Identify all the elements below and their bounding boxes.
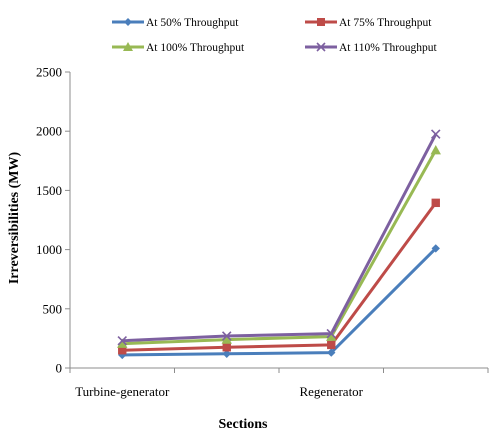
- legend-label: At 100% Throughput: [146, 42, 245, 54]
- triangle-marker: [221, 334, 232, 344]
- legend-label: At 50% Throughput: [146, 17, 239, 29]
- diamond-marker: [431, 244, 440, 253]
- y-tick-label: 2500: [36, 65, 62, 80]
- legend-item: At 75% Throughput: [305, 17, 432, 29]
- y-tick-label: 500: [43, 301, 63, 316]
- x-tick-label: Turbine-generator: [75, 384, 170, 399]
- triangle-marker: [117, 338, 128, 348]
- series-line-1: [122, 247, 437, 357]
- y-tick-label: 2000: [36, 124, 62, 139]
- x-axis-title: Sections: [219, 417, 269, 432]
- axes: [69, 72, 488, 369]
- legend: At 50% Throughput At 75% Throughput At 100…: [112, 17, 438, 54]
- y-tick-label: 1500: [36, 183, 62, 198]
- series-line-2: [122, 201, 437, 352]
- x-marker: [316, 42, 326, 52]
- x-marker-stroke: [117, 336, 128, 346]
- diamond-marker: [124, 18, 132, 26]
- legend-item: At 50% Throughput: [112, 17, 239, 29]
- x-marker: [117, 336, 128, 346]
- x-marker-stroke: [221, 331, 232, 341]
- legend-item: At 100% Throughput: [112, 42, 245, 54]
- x-ticks: Turbine-generator Regenerator: [69, 368, 489, 399]
- square-marker: [317, 18, 325, 26]
- square-marker: [222, 343, 231, 352]
- x-marker: [221, 331, 232, 341]
- y-ticks: 0 500 1000 1500 2000 2500: [36, 65, 70, 376]
- triangle-marker: [123, 42, 133, 51]
- square-marker: [431, 198, 440, 208]
- diamond-marker: [327, 348, 336, 357]
- legend-label: At 110% Throughput: [339, 42, 438, 54]
- x-marker: [430, 129, 441, 139]
- series-line-4: [122, 133, 438, 343]
- triangle-marker: [326, 331, 337, 341]
- x-marker-stroke: [326, 328, 337, 339]
- x-marker: [326, 328, 337, 339]
- x-marker-stroke: [316, 42, 326, 52]
- square-marker: [118, 346, 127, 355]
- x-tick-label: Regenerator: [299, 384, 363, 399]
- series-line-3: [122, 149, 438, 346]
- triangle-marker: [430, 144, 441, 155]
- x-marker-stroke: [430, 129, 441, 139]
- series-markers: [117, 129, 441, 360]
- series-lines: [122, 133, 438, 357]
- y-tick-label: 0: [56, 361, 63, 376]
- diamond-marker: [222, 349, 231, 358]
- y-tick-label: 1000: [36, 242, 62, 257]
- y-axis-title: Irreversibilities (MW): [7, 152, 22, 285]
- square-marker: [327, 340, 336, 350]
- legend-item: At 110% Throughput: [305, 42, 438, 54]
- legend-label: At 75% Throughput: [339, 17, 432, 29]
